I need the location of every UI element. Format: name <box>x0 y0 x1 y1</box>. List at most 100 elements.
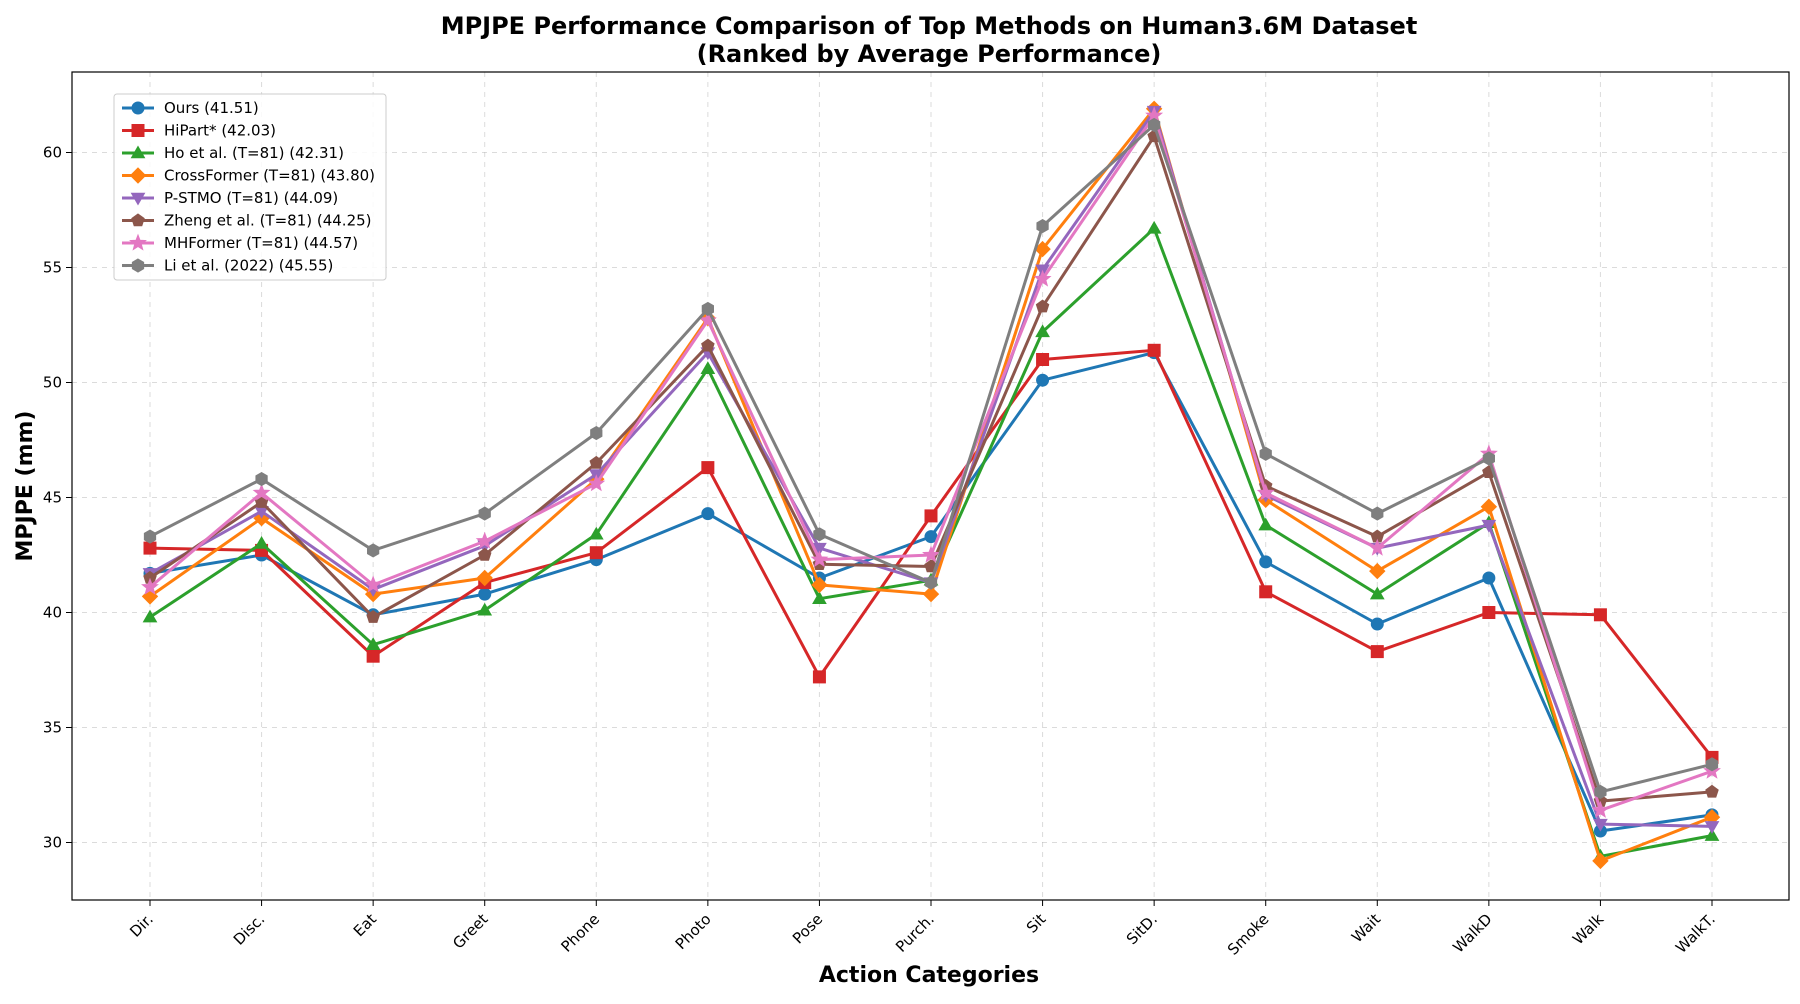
data-point <box>1481 519 1497 533</box>
data-point <box>1482 571 1496 585</box>
data-point <box>252 483 271 501</box>
data-point <box>812 591 827 604</box>
legend-entry: CrossFormer (T=81) (43.80) <box>122 167 375 185</box>
legend-label: Li et al. (2022) (45.55) <box>164 257 333 275</box>
data-point <box>142 609 158 623</box>
data-point <box>1033 269 1052 287</box>
x-axis-ticks: Dir. Disc. Eat Greet Phone Photo Pose Purch. Sit… <box>126 900 1719 959</box>
y-tick-label: 60 <box>43 144 62 162</box>
legend-label: HiPart* (42.03) <box>164 122 276 140</box>
legend-entry: Ours (41.51) <box>122 99 259 117</box>
data-point <box>589 546 603 560</box>
legend-marker <box>131 213 145 227</box>
data-point <box>1593 818 1608 832</box>
data-point <box>1259 446 1272 461</box>
legend-label: MHFormer (T=81) (44.57) <box>164 234 358 252</box>
legend-label: Zheng et al. (T=81) (44.25) <box>164 212 372 230</box>
data-point <box>922 545 940 563</box>
data-point <box>1370 617 1384 631</box>
data-point <box>1035 324 1050 338</box>
y-tick-label: 40 <box>43 604 62 622</box>
y-tick-label: 45 <box>43 489 62 507</box>
data-point <box>813 527 826 542</box>
data-point <box>477 602 493 616</box>
x-tick-label: WalkT. <box>1672 910 1719 957</box>
data-point <box>700 361 716 374</box>
data-point <box>922 585 940 603</box>
data-point <box>1591 800 1610 818</box>
data-point <box>366 609 380 623</box>
legend-marker <box>129 233 147 251</box>
x-tick-label: SitD. <box>1123 910 1161 948</box>
legend: Ours (41.51) HiPart* (42.03) Ho et al. (T=… <box>113 93 387 281</box>
data-point <box>701 461 715 475</box>
legend-entry: Li et al. (2022) (45.55) <box>122 257 333 275</box>
data-point <box>1594 784 1607 799</box>
data-point <box>366 649 380 663</box>
legend-marker <box>130 192 146 206</box>
data-point <box>701 507 715 521</box>
legend-marker <box>130 145 146 159</box>
data-point <box>812 542 827 556</box>
data-point <box>701 301 714 316</box>
data-point <box>812 670 826 684</box>
data-point <box>141 577 159 595</box>
data-point <box>1593 608 1607 622</box>
data-point <box>1036 353 1050 366</box>
data-point <box>1592 852 1609 870</box>
x-tick-label: Greet <box>449 910 491 952</box>
legend-entry: Zheng et al. (T=81) (44.25) <box>122 212 372 230</box>
x-tick-label: Photo <box>672 910 715 953</box>
legend-label: Ours (41.51) <box>164 99 259 117</box>
data-point <box>1369 562 1386 580</box>
x-tick-label: Phone <box>558 910 604 956</box>
y-tick-label: 55 <box>43 259 62 277</box>
x-tick-label: Sit <box>1023 910 1050 937</box>
legend-marker <box>129 167 147 184</box>
legend-marker <box>131 124 145 137</box>
data-point <box>1259 555 1273 569</box>
data-point <box>589 455 604 469</box>
x-tick-label: Wait <box>1348 910 1384 946</box>
y-tick-label: 35 <box>43 719 62 737</box>
data-point <box>367 543 380 558</box>
x-tick-label: Disc. <box>230 910 269 949</box>
data-point <box>924 509 938 523</box>
y-tick-label: 50 <box>43 374 62 392</box>
series-lines <box>141 100 1721 870</box>
legend-marker <box>131 101 145 115</box>
data-point <box>1370 645 1384 659</box>
legend-label: CrossFormer (T=81) (43.80) <box>164 167 375 185</box>
data-point <box>587 474 606 492</box>
data-point <box>1368 538 1387 556</box>
data-point <box>1259 585 1273 599</box>
y-axis-ticks: 30 35 40 45 50 55 60 <box>43 144 72 852</box>
data-point <box>1036 373 1050 387</box>
legend-entry: Ho et al. (T=81) (42.31) <box>122 144 344 162</box>
legend-label: Ho et al. (T=81) (42.31) <box>164 144 344 162</box>
data-point <box>1147 343 1161 357</box>
data-point <box>924 575 938 590</box>
data-point <box>1482 451 1495 466</box>
x-tick-label: Walk <box>1569 910 1607 948</box>
x-tick-label: WalkD <box>1449 910 1495 956</box>
data-point <box>588 526 604 540</box>
data-point <box>478 587 492 601</box>
data-point <box>364 575 383 593</box>
data-point <box>1371 506 1384 521</box>
data-point <box>1705 784 1719 798</box>
x-tick-label: Smoke <box>1224 910 1273 959</box>
data-point <box>1705 757 1719 772</box>
legend-box <box>113 93 387 281</box>
data-point <box>1480 498 1498 515</box>
data-point <box>1369 586 1385 600</box>
data-point <box>1146 220 1162 234</box>
legend-entry: HiPart* (42.03) <box>122 122 276 140</box>
data-point <box>811 576 828 594</box>
data-point <box>701 338 715 352</box>
data-point <box>1704 821 1720 834</box>
data-point <box>1035 299 1050 313</box>
data-point <box>254 535 269 549</box>
data-point <box>476 569 493 587</box>
